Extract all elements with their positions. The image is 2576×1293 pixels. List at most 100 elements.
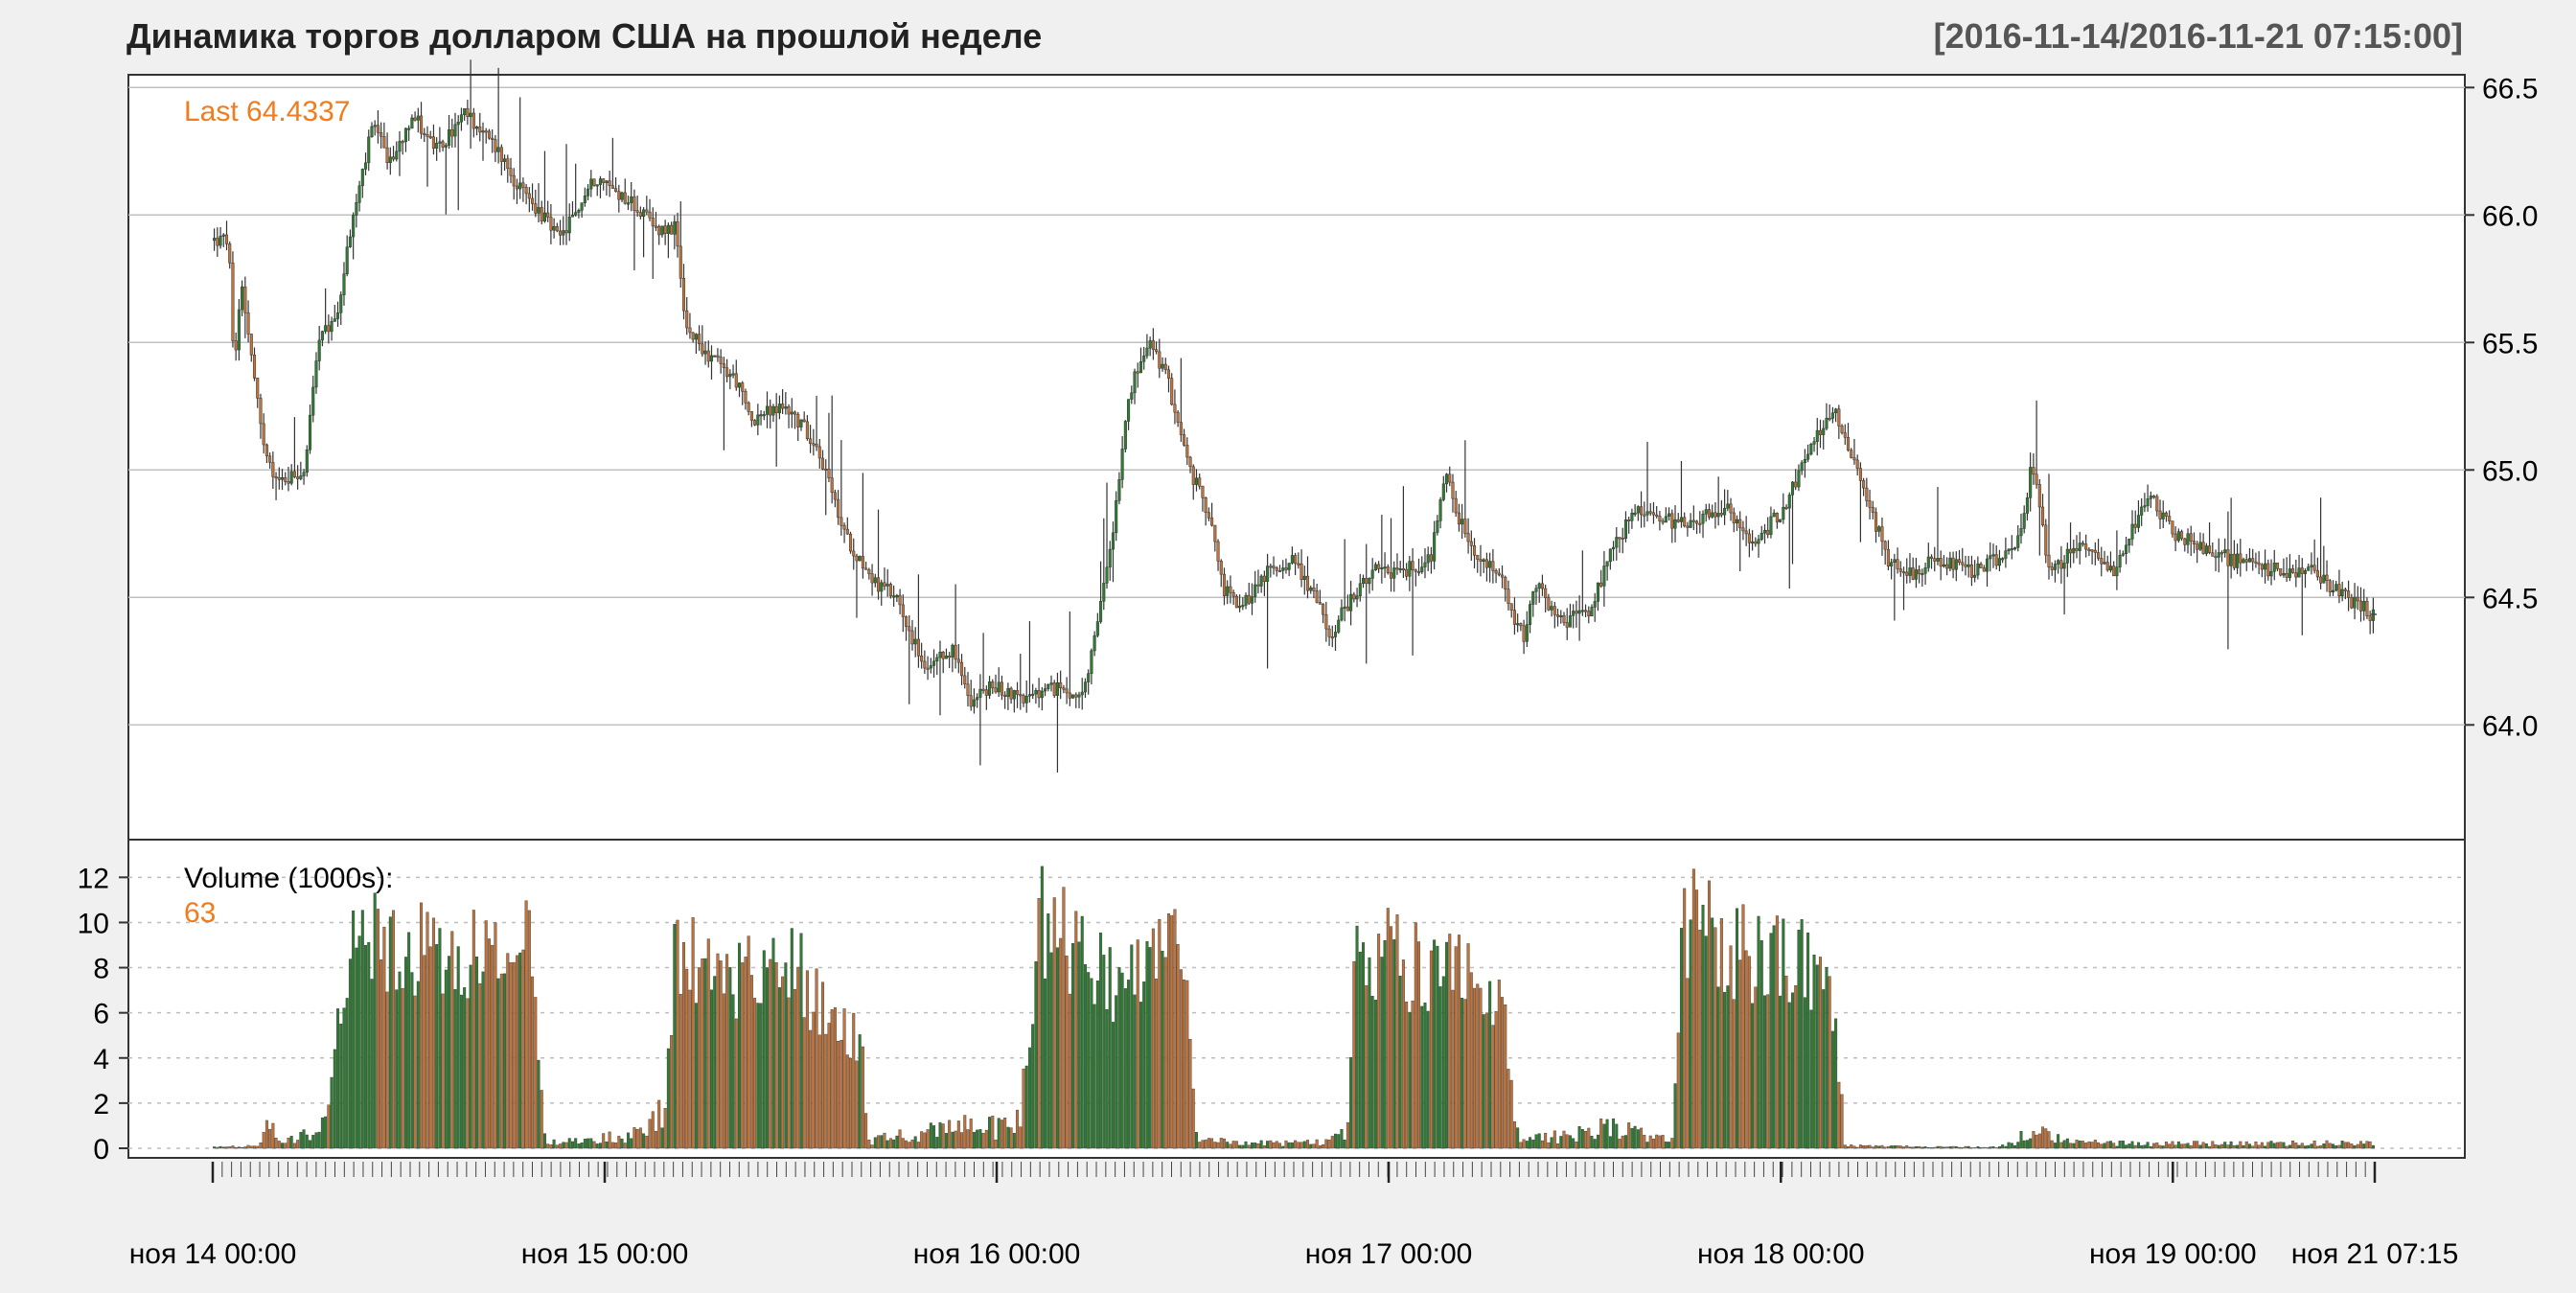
candle-body xyxy=(2128,539,2131,546)
volume-bar xyxy=(336,1008,340,1149)
candle-body xyxy=(1092,635,1096,652)
candle-body xyxy=(1099,601,1103,622)
candle-body xyxy=(264,444,268,457)
volume-bar xyxy=(1890,1145,1894,1149)
volume-bar xyxy=(2103,1143,2106,1149)
volume-bar xyxy=(861,1046,864,1149)
volume-bar xyxy=(487,938,491,1149)
volume-bar xyxy=(944,1133,948,1149)
volume-bar xyxy=(1266,1141,1270,1149)
volume-bar xyxy=(867,1139,871,1149)
volume-bar xyxy=(1037,898,1041,1149)
candle-body xyxy=(2303,570,2308,574)
candle-body xyxy=(1389,572,1393,579)
candle-body xyxy=(694,334,698,340)
volume-bar xyxy=(910,1139,914,1149)
volume-bar xyxy=(2125,1144,2128,1149)
volume-bar xyxy=(2328,1143,2332,1149)
volume-bar xyxy=(1994,1147,1998,1149)
volume-bar xyxy=(1905,1145,1909,1149)
candle-body xyxy=(2331,589,2335,592)
volume-bar xyxy=(1473,987,1477,1149)
candle-body xyxy=(1547,597,1551,611)
candle-body xyxy=(1231,591,1235,597)
candle-body xyxy=(642,209,646,217)
candle-body xyxy=(1828,417,1831,420)
candle-body xyxy=(1936,558,1940,562)
volume-bar xyxy=(858,1034,862,1149)
volume-bar xyxy=(1491,1025,1495,1149)
candle-body xyxy=(2319,576,2323,584)
candle-body xyxy=(348,236,352,247)
volume-bar xyxy=(1087,972,1091,1149)
candle-body xyxy=(2322,574,2326,584)
volume-bar xyxy=(1840,1094,1844,1149)
candle-body xyxy=(1630,512,1634,521)
volume-bar xyxy=(2220,1143,2223,1149)
candle-body xyxy=(2337,584,2341,597)
candle-body xyxy=(1194,477,1199,485)
volume-bar xyxy=(766,967,769,1149)
candle-body xyxy=(2328,580,2332,592)
candle-body xyxy=(1762,529,1767,534)
candle-body xyxy=(701,343,704,355)
candle-body xyxy=(1957,559,1962,563)
volume-bar xyxy=(830,1009,834,1149)
candle-body xyxy=(1905,571,1909,576)
volume-bar xyxy=(1855,1146,1859,1149)
volume-bar xyxy=(1414,922,1417,1149)
volume-bar xyxy=(2208,1145,2212,1149)
candle-body xyxy=(1451,481,1455,499)
candle-body xyxy=(1046,683,1050,689)
candle-body xyxy=(1775,513,1779,522)
volume-bar xyxy=(710,989,713,1149)
volume-bar xyxy=(1390,926,1393,1149)
candle-body xyxy=(2143,505,2147,508)
volume-bar xyxy=(441,993,445,1149)
volume-bar xyxy=(1022,1068,1025,1149)
candle-body xyxy=(1948,557,1952,569)
candle-body xyxy=(1982,567,1986,572)
volume-bar xyxy=(231,1145,235,1149)
volume-bar xyxy=(2244,1141,2248,1149)
candle-body xyxy=(1726,503,1730,509)
candle-body xyxy=(845,528,849,535)
volume-bar xyxy=(262,1132,265,1149)
candle-body xyxy=(892,595,896,598)
volume-bar xyxy=(774,961,778,1149)
volume-bar xyxy=(1738,959,1742,1149)
volume-bar xyxy=(1951,1145,1955,1149)
volume-bar xyxy=(2065,1138,2069,1149)
candle-body xyxy=(330,321,334,333)
volume-bar xyxy=(559,1143,563,1149)
candle-body xyxy=(1809,444,1813,455)
volume-bar xyxy=(1411,1000,1414,1149)
volume-bar xyxy=(2340,1141,2344,1149)
candle-body xyxy=(1386,566,1390,573)
candle-body xyxy=(698,334,702,345)
volume-bar xyxy=(1226,1142,1230,1149)
volume-bar xyxy=(423,955,426,1149)
volume-bar xyxy=(815,968,818,1149)
candle-body xyxy=(1846,437,1851,450)
volume-bar xyxy=(357,935,361,1149)
candle-body xyxy=(2125,544,2128,554)
candle-body xyxy=(1914,569,1918,580)
volume-bar xyxy=(956,1120,960,1149)
candle-body xyxy=(435,143,439,149)
volume-bar xyxy=(407,932,411,1149)
volume-bar xyxy=(923,1132,927,1149)
volume-axis: 12 10 8 6 4 2 0 xyxy=(78,863,128,1166)
volume-bar xyxy=(420,902,424,1149)
volume-bar xyxy=(852,1012,856,1149)
candle-body xyxy=(1491,561,1495,571)
candle-body xyxy=(1923,567,1927,574)
volume-bar xyxy=(845,1054,849,1149)
candle-body xyxy=(268,455,272,463)
volume-bar xyxy=(762,950,766,1149)
candle-body xyxy=(1333,632,1338,637)
volume-bar xyxy=(1238,1144,1242,1149)
volume-bar xyxy=(1973,1147,1977,1149)
candle-body xyxy=(213,238,217,242)
volume-bar xyxy=(888,1138,892,1149)
